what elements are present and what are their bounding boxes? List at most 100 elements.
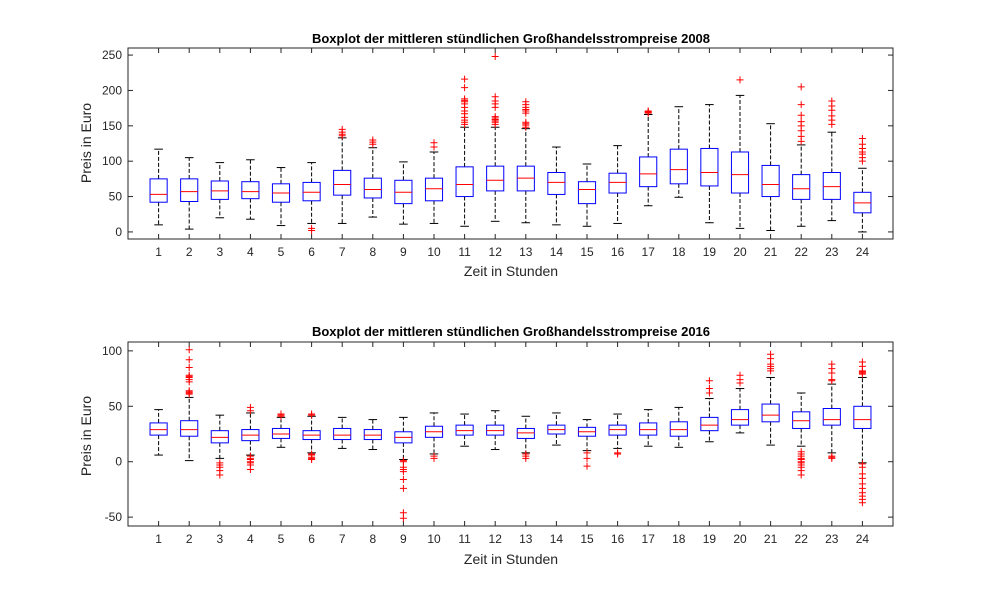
x-tick-label: 10 bbox=[427, 245, 441, 259]
box-hour-19 bbox=[700, 104, 719, 224]
box-hour-12 bbox=[486, 410, 505, 451]
outlier-point bbox=[614, 449, 622, 457]
iqr-box bbox=[608, 172, 627, 194]
y-tick-label: 200 bbox=[102, 83, 122, 97]
x-tick-label: 15 bbox=[580, 245, 594, 259]
y-tick-label: -50 bbox=[105, 510, 123, 524]
box-hour-6 bbox=[302, 162, 321, 235]
iqr-box bbox=[180, 178, 199, 203]
chart-title-2008: Boxplot der mittleren stündlichen Großha… bbox=[312, 31, 710, 46]
box-hour-4 bbox=[241, 403, 260, 473]
box-hour-18 bbox=[669, 106, 688, 198]
iqr-box bbox=[302, 181, 321, 202]
iqr-box bbox=[149, 178, 168, 203]
box-hour-17 bbox=[639, 409, 658, 447]
x-tick-label: 21 bbox=[764, 245, 778, 259]
y-tick-label: 100 bbox=[102, 344, 122, 358]
x-tick-label: 16 bbox=[611, 532, 625, 546]
iqr-box bbox=[455, 166, 474, 198]
box-hour-22 bbox=[792, 392, 811, 479]
box-hour-16 bbox=[608, 145, 627, 224]
x-tick-label: 14 bbox=[550, 245, 564, 259]
box-hour-3 bbox=[210, 162, 229, 219]
box-hour-6 bbox=[302, 410, 321, 463]
box-hour-10 bbox=[424, 412, 444, 462]
iqr-box bbox=[700, 147, 719, 187]
outlier-point bbox=[185, 363, 193, 371]
y-tick-label: 100 bbox=[102, 154, 122, 168]
y-tick-label: 50 bbox=[109, 399, 123, 413]
plot-frame-2016 bbox=[127, 341, 894, 527]
y-tick-label: 50 bbox=[109, 190, 123, 204]
box-hour-16 bbox=[608, 413, 627, 458]
x-tick-label: 24 bbox=[856, 245, 870, 259]
outlier-point bbox=[399, 475, 407, 483]
outlier-point bbox=[491, 93, 499, 101]
outlier-point bbox=[797, 118, 805, 126]
box-hour-15 bbox=[577, 163, 597, 227]
x-tick-label: 19 bbox=[703, 532, 717, 546]
outlier-point bbox=[858, 460, 866, 468]
x-tick-label: 4 bbox=[247, 532, 254, 546]
box-hour-19 bbox=[700, 377, 719, 443]
outlier-point bbox=[185, 387, 193, 395]
iqr-box bbox=[822, 408, 841, 426]
x-tick-label: 2 bbox=[186, 532, 193, 546]
box-hour-20 bbox=[730, 76, 750, 229]
outlier-point bbox=[522, 450, 530, 458]
x-tick-label: 8 bbox=[369, 245, 376, 259]
x-axis-label-2008: Zeit in Stunden bbox=[464, 263, 558, 279]
x-tick-label: 9 bbox=[400, 245, 407, 259]
x-tick-label: 17 bbox=[642, 532, 656, 546]
outlier-point bbox=[705, 377, 713, 385]
box-hour-23 bbox=[822, 360, 841, 462]
outlier-point bbox=[797, 83, 805, 91]
x-tick-label: 3 bbox=[216, 532, 223, 546]
x-tick-label: 20 bbox=[733, 245, 747, 259]
x-tick-label: 21 bbox=[764, 532, 778, 546]
box-hour-13 bbox=[516, 415, 535, 462]
iqr-box bbox=[730, 409, 750, 426]
outlier-point bbox=[797, 101, 805, 109]
x-tick-label: 8 bbox=[369, 532, 376, 546]
box-hour-4 bbox=[241, 159, 260, 220]
outlier-point bbox=[491, 52, 499, 60]
iqr-box bbox=[424, 177, 444, 202]
box-hour-24 bbox=[853, 358, 872, 507]
iqr-box bbox=[271, 427, 291, 439]
y-tick-label: 150 bbox=[102, 119, 122, 133]
box-hour-18 bbox=[669, 406, 688, 448]
outlier-point bbox=[767, 350, 775, 358]
box-hour-1 bbox=[149, 409, 168, 456]
outlier-point bbox=[277, 410, 285, 418]
outlier-point bbox=[308, 224, 316, 232]
iqr-box bbox=[516, 427, 535, 439]
box-hour-3 bbox=[210, 414, 229, 479]
box-hour-1 bbox=[149, 148, 168, 226]
iqr-box bbox=[730, 151, 750, 194]
outlier-point bbox=[338, 125, 346, 133]
iqr-box bbox=[822, 172, 841, 200]
x-tick-label: 13 bbox=[519, 245, 533, 259]
outlier-point bbox=[858, 135, 866, 143]
x-tick-label: 18 bbox=[672, 245, 686, 259]
box-hour-9 bbox=[394, 161, 413, 225]
x-tick-label: 3 bbox=[216, 245, 223, 259]
outlier-point bbox=[216, 471, 224, 479]
iqr-box bbox=[792, 174, 811, 200]
box-hour-7 bbox=[333, 125, 352, 224]
x-tick-label: 19 bbox=[703, 245, 717, 259]
plot-frame-2008 bbox=[127, 47, 894, 240]
iqr-box bbox=[761, 403, 780, 423]
box-hour-13 bbox=[516, 98, 535, 224]
outlier-point bbox=[461, 95, 469, 103]
iqr-box bbox=[333, 427, 352, 441]
outlier-point bbox=[461, 84, 469, 92]
x-tick-label: 7 bbox=[339, 245, 346, 259]
y-axis-label-2008: Preis in Euro bbox=[78, 103, 94, 183]
box-hour-15 bbox=[577, 419, 597, 470]
box-hour-21 bbox=[761, 123, 780, 232]
iqr-box bbox=[210, 430, 229, 444]
box-hour-2 bbox=[180, 346, 199, 462]
